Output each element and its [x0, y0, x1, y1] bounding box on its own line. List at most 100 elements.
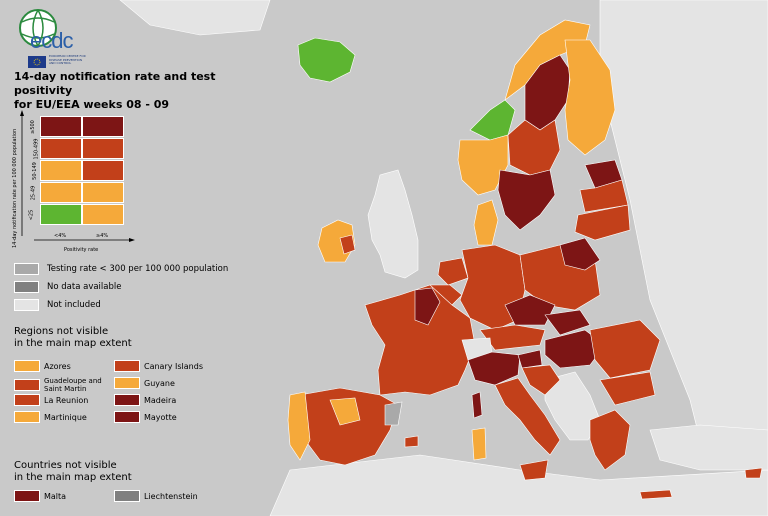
legend-testing-rate: Testing rate < 300 per 100 000 populatio… — [14, 262, 228, 276]
countries-title-line-2: in the main map extent — [14, 472, 132, 483]
ireland-east — [339, 234, 356, 255]
legend-testing-label: Testing rate < 300 per 100 000 populatio… — [47, 264, 229, 274]
country-item: Liechtenstein — [114, 490, 198, 502]
matrix-y-tick: 150-499 — [33, 138, 40, 160]
matrix-cell — [82, 160, 124, 181]
denmark — [473, 199, 499, 246]
matrix-cell — [40, 204, 82, 225]
map-title: 14-day notification rate and test positi… — [14, 70, 274, 112]
country-swatch — [114, 490, 140, 502]
land-north-africa — [269, 454, 768, 516]
country-label: Liechtenstein — [144, 491, 198, 501]
portugal — [287, 391, 311, 461]
cyprus — [744, 467, 763, 479]
matrix-cell — [40, 182, 82, 203]
country-label: Malta — [44, 491, 67, 501]
matrix-x-axis-label: Positivity rate — [64, 247, 99, 253]
matrix-y-tick: 25-49 — [30, 185, 37, 201]
france — [364, 284, 476, 396]
corsica — [471, 391, 483, 419]
region-item: La Reunion — [14, 394, 88, 406]
regions-title-line-2: in the main map extent — [14, 338, 132, 349]
sweden-mid — [507, 119, 561, 176]
lithuania — [574, 204, 631, 241]
logo-subtext: EUROPEAN CENTRE FOR DISEASE PREVENTION A… — [49, 54, 86, 65]
region-label: Martinique — [44, 412, 87, 422]
matrix-x-tick: ≥4% — [96, 233, 109, 239]
iceland — [297, 37, 356, 83]
regions-title: Regions not visible in the main map exte… — [14, 326, 132, 350]
region-item: Martinique — [14, 411, 87, 423]
balearic — [404, 435, 419, 448]
catalonia-grey — [384, 401, 403, 426]
matrix-axes — [20, 110, 135, 242]
greece — [589, 409, 631, 471]
region-item: Guadeloupe and Saint Martin — [14, 377, 119, 393]
romania — [589, 319, 661, 379]
matrix-cell — [40, 138, 82, 159]
matrix-x-tick: <4% — [54, 233, 67, 239]
region-item: Madeira — [114, 394, 176, 406]
region-swatch — [114, 394, 140, 406]
region-label: Mayotte — [144, 412, 177, 422]
title-line-1: 14-day notification rate and test positi… — [14, 70, 216, 97]
country-swatch — [14, 490, 40, 502]
austria — [479, 324, 546, 351]
countries-title: Countries not visible in the main map ex… — [14, 460, 132, 484]
poland-east — [559, 237, 601, 271]
sweden-south — [497, 169, 556, 231]
slovakia — [544, 309, 591, 336]
bulgaria — [599, 371, 656, 406]
matrix-cell — [40, 160, 82, 181]
region-swatch — [114, 360, 140, 372]
region-item: Mayotte — [114, 411, 177, 423]
region-label: La Reunion — [44, 395, 89, 405]
italy-north — [467, 351, 521, 386]
country-item: Malta — [14, 490, 66, 502]
slovenia — [517, 349, 543, 369]
norway-mid — [469, 99, 516, 141]
legend-nodata-label: No data available — [47, 282, 122, 292]
region-swatch — [14, 360, 40, 372]
region-item: Guyane — [114, 377, 175, 389]
region-label: Guyane — [144, 378, 175, 388]
croatia — [521, 364, 561, 396]
matrix-cell — [82, 116, 124, 137]
ecdc-globe-icon — [19, 9, 57, 68]
latvia — [579, 179, 629, 213]
matrix-y-tick: ≥500 — [29, 120, 36, 134]
sicily — [519, 459, 549, 481]
matrix-cell — [82, 138, 124, 159]
matrix-y-axis-label: 14-day notification rate per 100 000 pop… — [12, 128, 18, 248]
legend-not-included: Not included — [14, 298, 101, 312]
title-line-2: for EU/EEA weeks 08 - 09 — [14, 98, 170, 111]
region-label: Canary Islands — [144, 361, 203, 371]
countries-title-line-1: Countries not visible — [14, 460, 117, 471]
logo-text: ecdc — [30, 28, 73, 53]
region-swatch — [114, 377, 140, 389]
legend-swatch-testing — [14, 263, 39, 275]
legend-swatch-nodata — [14, 281, 39, 293]
land-turkey — [649, 424, 768, 471]
norway-south — [457, 134, 509, 196]
region-item: Canary Islands — [114, 360, 203, 372]
region-swatch — [14, 379, 40, 391]
spain-center — [329, 397, 361, 426]
legend-notincluded-label: Not included — [47, 300, 101, 310]
italy — [494, 377, 561, 456]
matrix-y-tick: 50-149 — [31, 162, 38, 180]
matrix-cell — [40, 116, 82, 137]
netherlands — [437, 257, 469, 286]
region-swatch — [114, 411, 140, 423]
region-label: Azores — [44, 361, 71, 371]
matrix-cell — [82, 182, 124, 203]
legend-swatch-notincluded — [14, 299, 39, 311]
region-swatch — [14, 411, 40, 423]
land-balkans — [544, 371, 601, 441]
matrix-cell — [82, 204, 124, 225]
land-uk — [367, 169, 419, 279]
region-swatch — [14, 394, 40, 406]
land-greenland-edge — [119, 0, 271, 36]
region-item: Azores — [14, 360, 71, 372]
